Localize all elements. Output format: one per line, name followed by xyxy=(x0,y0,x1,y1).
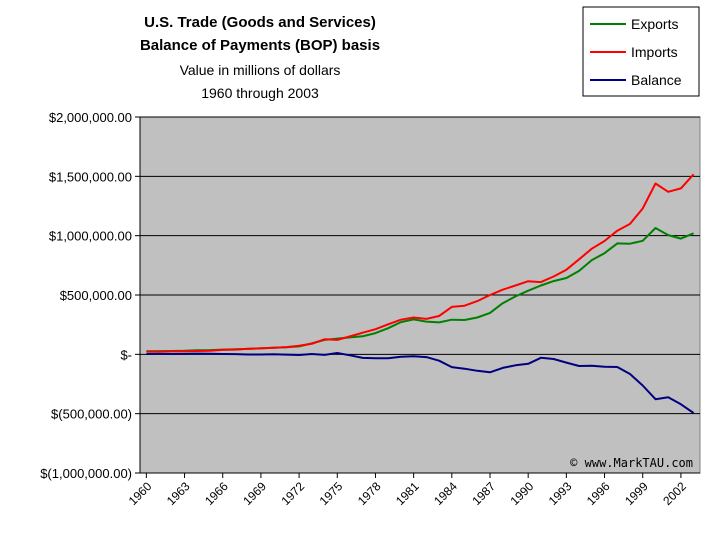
series-lines xyxy=(146,173,695,414)
chart-subtitle-line2: 1960 through 2003 xyxy=(201,85,319,101)
credit-label: © www.MarkTAU.com xyxy=(570,456,693,470)
y-tick-label: $500,000.00 xyxy=(60,288,132,303)
x-tick-label: 2002 xyxy=(660,479,689,508)
chart-subtitle: Value in millions of dollars xyxy=(180,62,341,78)
x-tick-label: 1981 xyxy=(393,479,422,508)
x-tick-label: 1966 xyxy=(202,479,231,508)
y-tick-label: $(500,000.00) xyxy=(51,407,132,422)
x-tick-label: 1975 xyxy=(317,479,346,508)
x-tick-label: 1960 xyxy=(126,479,155,508)
y-tick-label: $- xyxy=(120,347,132,362)
chart-title-line2: Balance of Payments (BOP) basis xyxy=(140,37,380,54)
y-tick-label: $(1,000,000.00) xyxy=(40,466,132,481)
x-axis: 1960 1963 1966 1969 1972 1975 1978 1981 1984 1987… xyxy=(126,473,689,508)
y-tick-label: $2,000,000.00 xyxy=(49,110,132,125)
x-tick-label: 1984 xyxy=(431,479,460,508)
chart-title: U.S. Trade (Goods and Services) xyxy=(144,14,376,31)
x-tick-label: 1987 xyxy=(469,479,498,508)
legend: Exports Imports Balance xyxy=(582,6,700,97)
legend-label-balance: Balance xyxy=(631,72,682,88)
series-line-balance xyxy=(146,352,695,414)
x-tick-label: 1969 xyxy=(240,479,269,508)
y-tick-label: $1,000,000.00 xyxy=(49,229,132,244)
y-axis: $2,000,000.00 $1,500,000.00 $1,000,000.00 $… xyxy=(40,110,141,481)
x-tick-label: 1963 xyxy=(164,479,193,508)
x-tick-label: 1972 xyxy=(278,479,307,508)
x-tick-label: 1993 xyxy=(546,479,575,508)
legend-label-exports: Exports xyxy=(631,16,678,32)
x-tick-label: 1999 xyxy=(622,479,651,508)
y-tick-label: $1,500,000.00 xyxy=(49,169,132,184)
x-tick-label: 1978 xyxy=(355,479,384,508)
legend-label-imports: Imports xyxy=(631,44,678,60)
series-line-imports xyxy=(146,173,695,353)
x-tick-label: 1990 xyxy=(508,479,537,508)
x-tick-label: 1996 xyxy=(584,479,613,508)
